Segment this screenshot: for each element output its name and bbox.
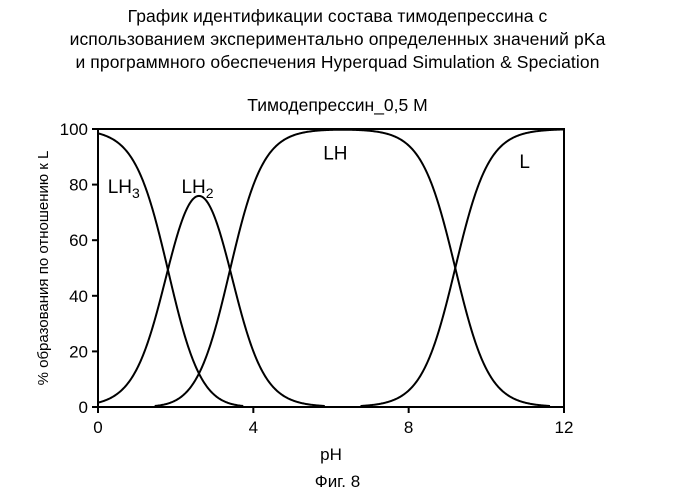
series-label-lh2: LH2 <box>181 177 213 201</box>
x-axis-ticks: 0 4 8 12 <box>93 407 573 437</box>
series-curve-lh <box>154 128 551 407</box>
series-curves <box>97 128 565 407</box>
y-axis-ticks: 0 20 40 60 80 100 <box>60 120 98 417</box>
figure-caption-line-3: и программного обеспечения Hyperquad Sim… <box>75 52 600 72</box>
x-axis-label: pH <box>320 445 342 464</box>
series-label-l: L <box>519 152 530 173</box>
chart-title: Тимодепрессин_0,5 М <box>247 95 428 115</box>
series-label-lh3: LH3 <box>108 177 140 201</box>
plot-frame <box>97 128 565 408</box>
series-curve-lh2 <box>97 194 325 407</box>
x-tick-label: 8 <box>404 418 413 437</box>
y-axis-label: % образования по отношению к L <box>35 151 52 386</box>
y-tick-label: 60 <box>69 231 88 250</box>
x-tick-label: 0 <box>93 418 102 437</box>
figure-caption-line-1: График идентификации состава тимодепресс… <box>127 6 548 26</box>
series-labels: LH3 LH2 LH L <box>108 144 530 201</box>
y-tick-label: 40 <box>69 287 88 306</box>
y-tick-label: 80 <box>69 176 88 195</box>
y-tick-label: 100 <box>60 120 88 139</box>
figure-number: Фиг. 8 <box>314 472 361 491</box>
x-tick-label: 12 <box>555 418 574 437</box>
series-curve-l <box>360 128 565 407</box>
x-tick-label: 4 <box>249 418 258 437</box>
figure-caption-line-2: использованием экспериментально определе… <box>69 29 606 49</box>
series-label-lh: LH <box>323 144 347 165</box>
series-curve-lh3 <box>97 132 244 407</box>
y-tick-label: 20 <box>69 342 88 361</box>
y-tick-label: 0 <box>79 398 88 417</box>
